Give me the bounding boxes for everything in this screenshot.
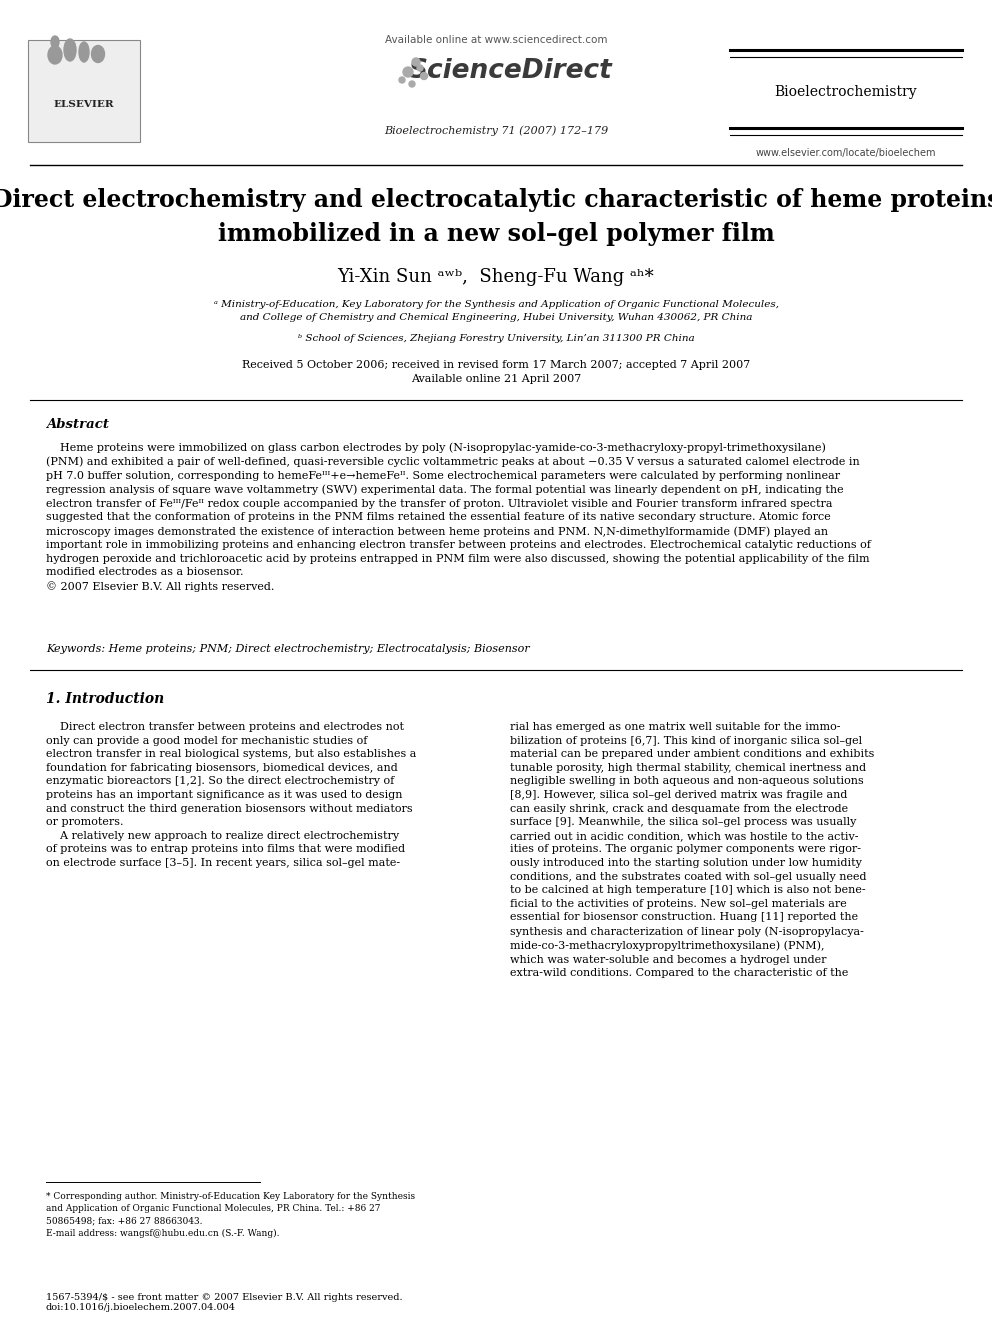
Circle shape: [417, 65, 423, 71]
Circle shape: [403, 67, 413, 77]
Ellipse shape: [91, 45, 104, 62]
Circle shape: [409, 81, 415, 87]
Text: Abstract: Abstract: [46, 418, 109, 431]
Text: Available online at www.sciencedirect.com: Available online at www.sciencedirect.co…: [385, 34, 607, 45]
Text: rial has emerged as one matrix well suitable for the immo-
bilization of protein: rial has emerged as one matrix well suit…: [510, 722, 874, 979]
Text: ᵇ School of Sciences, Zhejiang Forestry University, Lin’an 311300 PR China: ᵇ School of Sciences, Zhejiang Forestry …: [298, 333, 694, 343]
Text: Direct electrochemistry and electrocatalytic characteristic of heme proteins
imm: Direct electrochemistry and electrocatal…: [0, 188, 992, 246]
Ellipse shape: [51, 36, 59, 48]
Ellipse shape: [64, 38, 76, 61]
Text: ScienceDirect: ScienceDirect: [408, 58, 612, 83]
Circle shape: [412, 58, 420, 66]
FancyBboxPatch shape: [28, 40, 140, 142]
Text: 1. Introduction: 1. Introduction: [46, 692, 165, 706]
Text: Direct electron transfer between proteins and electrodes not
only can provide a : Direct electron transfer between protein…: [46, 722, 417, 868]
Text: Received 5 October 2006; received in revised form 17 March 2007; accepted 7 Apri: Received 5 October 2006; received in rev…: [242, 360, 750, 384]
Text: www.elsevier.com/locate/bioelechem: www.elsevier.com/locate/bioelechem: [756, 148, 936, 157]
Text: Yi-Xin Sun ᵃʷᵇ,  Sheng-Fu Wang ᵃʰ*: Yi-Xin Sun ᵃʷᵇ, Sheng-Fu Wang ᵃʰ*: [337, 269, 655, 286]
Circle shape: [421, 73, 428, 79]
Text: Bioelectrochemistry: Bioelectrochemistry: [775, 85, 918, 99]
Text: Keywords: Heme proteins; PNM; Direct electrochemistry; Electrocatalysis; Biosens: Keywords: Heme proteins; PNM; Direct ele…: [46, 644, 530, 654]
Text: 1567-5394/$ - see front matter © 2007 Elsevier B.V. All rights reserved.
doi:10.: 1567-5394/$ - see front matter © 2007 El…: [46, 1293, 403, 1312]
Text: Heme proteins were immobilized on glass carbon electrodes by poly (N-isopropylac: Heme proteins were immobilized on glass …: [46, 442, 871, 593]
Text: * Corresponding author. Ministry-of-Education Key Laboratory for the Synthesis
a: * Corresponding author. Ministry-of-Educ…: [46, 1192, 415, 1237]
Text: ᵃ Ministry-of-Education, Key Laboratory for the Synthesis and Application of Org: ᵃ Ministry-of-Education, Key Laboratory …: [213, 300, 779, 321]
Ellipse shape: [79, 42, 89, 62]
Text: ELSEVIER: ELSEVIER: [54, 101, 114, 108]
Text: Bioelectrochemistry 71 (2007) 172–179: Bioelectrochemistry 71 (2007) 172–179: [384, 124, 608, 135]
Circle shape: [399, 77, 405, 83]
Ellipse shape: [48, 46, 62, 64]
